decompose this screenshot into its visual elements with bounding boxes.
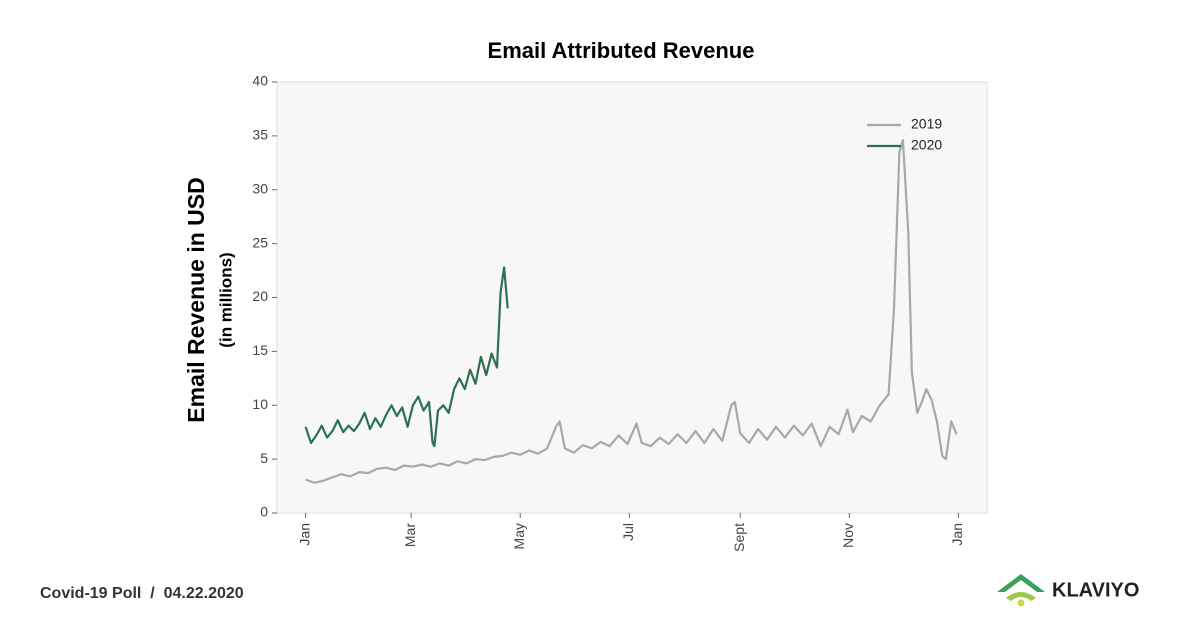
x-tick-label: Jan xyxy=(949,523,965,546)
y-tick-label: 0 xyxy=(260,504,268,520)
y-axis-sublabel: (in millions) xyxy=(216,252,235,347)
y-tick-label: 10 xyxy=(252,396,268,412)
y-tick-label: 25 xyxy=(252,234,268,250)
chart-title: Email Attributed Revenue xyxy=(488,38,755,63)
legend-label: 2020 xyxy=(911,137,942,153)
y-axis-label: Email Revenue in USD xyxy=(183,177,209,422)
y-tick-label: 5 xyxy=(260,450,268,466)
y-tick-label: 30 xyxy=(252,180,268,196)
plot-area xyxy=(276,81,988,514)
y-tick-label: 40 xyxy=(252,73,268,89)
footer-caption: Covid-19 Poll / 04.22.2020 xyxy=(40,585,244,602)
y-tick-label: 20 xyxy=(252,288,268,304)
line-series xyxy=(305,139,958,484)
x-tick-label: Sept xyxy=(731,523,747,552)
x-tick-label: Jan xyxy=(296,523,312,546)
brand-name: KLAVIYO xyxy=(1052,579,1139,601)
brand-logo xyxy=(997,574,1045,607)
x-tick-label: Nov xyxy=(840,523,856,548)
y-tick-label: 35 xyxy=(252,127,268,143)
line-series xyxy=(304,266,509,448)
x-tick-label: May xyxy=(511,523,527,549)
x-tick-label: Jul xyxy=(620,523,636,541)
y-tick-label: 15 xyxy=(252,342,268,358)
x-tick-label: Mar xyxy=(402,523,418,547)
legend-label: 2019 xyxy=(911,116,942,132)
